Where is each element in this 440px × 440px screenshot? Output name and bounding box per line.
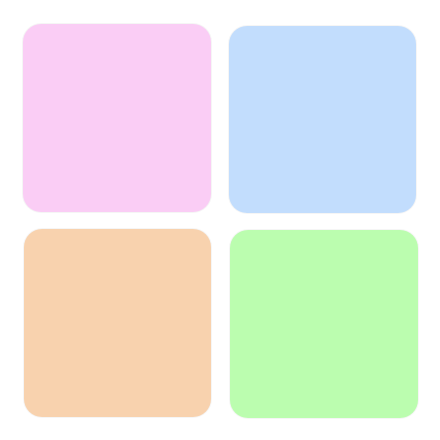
color-tile-orange[interactable] xyxy=(24,229,211,417)
color-tile-green[interactable] xyxy=(230,230,418,418)
color-tile-pink[interactable] xyxy=(23,24,211,212)
color-tile-blue[interactable] xyxy=(229,26,416,213)
